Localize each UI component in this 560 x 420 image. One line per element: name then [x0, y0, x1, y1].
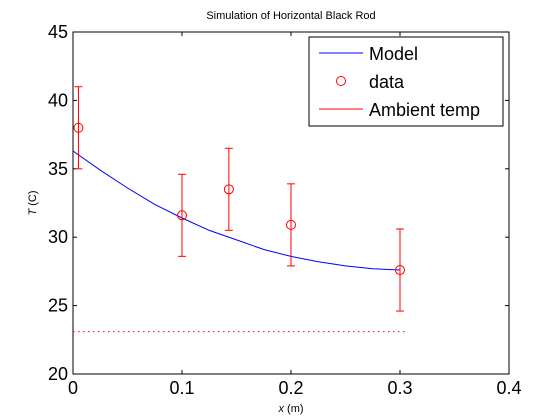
x-tick-label: 0.1	[169, 378, 194, 398]
legend-label-data: data	[369, 72, 405, 92]
x-tick-label: 0.2	[278, 378, 303, 398]
data-point	[223, 184, 234, 195]
y-tick-label: 35	[48, 159, 68, 179]
y-tick-label: 45	[48, 22, 68, 42]
y-tick-label: 20	[48, 364, 68, 384]
x-axis-label-unit: (m)	[284, 403, 304, 415]
y-ticks: 20 25 30 35 40 45	[48, 22, 509, 384]
data-point	[73, 122, 84, 133]
legend: Model data Ambient temp	[308, 36, 504, 127]
series-line-model	[72, 150, 401, 271]
y-tick-label: 40	[48, 90, 68, 110]
x-axis-label-var: x	[277, 403, 284, 415]
y-axis-label-var: T	[27, 208, 39, 216]
legend-swatch-data	[336, 76, 346, 86]
data-point	[177, 210, 187, 221]
x-ticks: 0 0.1 0.2 0.3 0.4	[68, 32, 522, 398]
legend-box	[308, 36, 504, 127]
y-tick-label: 25	[48, 296, 68, 316]
legend-label-model: Model	[369, 44, 418, 64]
x-tick-label: 0.4	[496, 378, 521, 398]
data-point	[286, 219, 296, 230]
chart-title: Simulation of Horizontal Black Rod	[206, 10, 375, 22]
y-axis-label: T (C)	[27, 190, 39, 215]
x-axis-label: x (m)	[277, 403, 303, 415]
y-tick-label: 30	[48, 227, 68, 247]
x-tick-label: 0.3	[387, 378, 412, 398]
data-point	[395, 265, 405, 276]
series-layer	[72, 86, 406, 333]
y-axis-label-unit: (C)	[27, 190, 39, 208]
x-tick-label: 0	[68, 378, 78, 398]
legend-label-ambient: Ambient temp	[369, 100, 480, 120]
